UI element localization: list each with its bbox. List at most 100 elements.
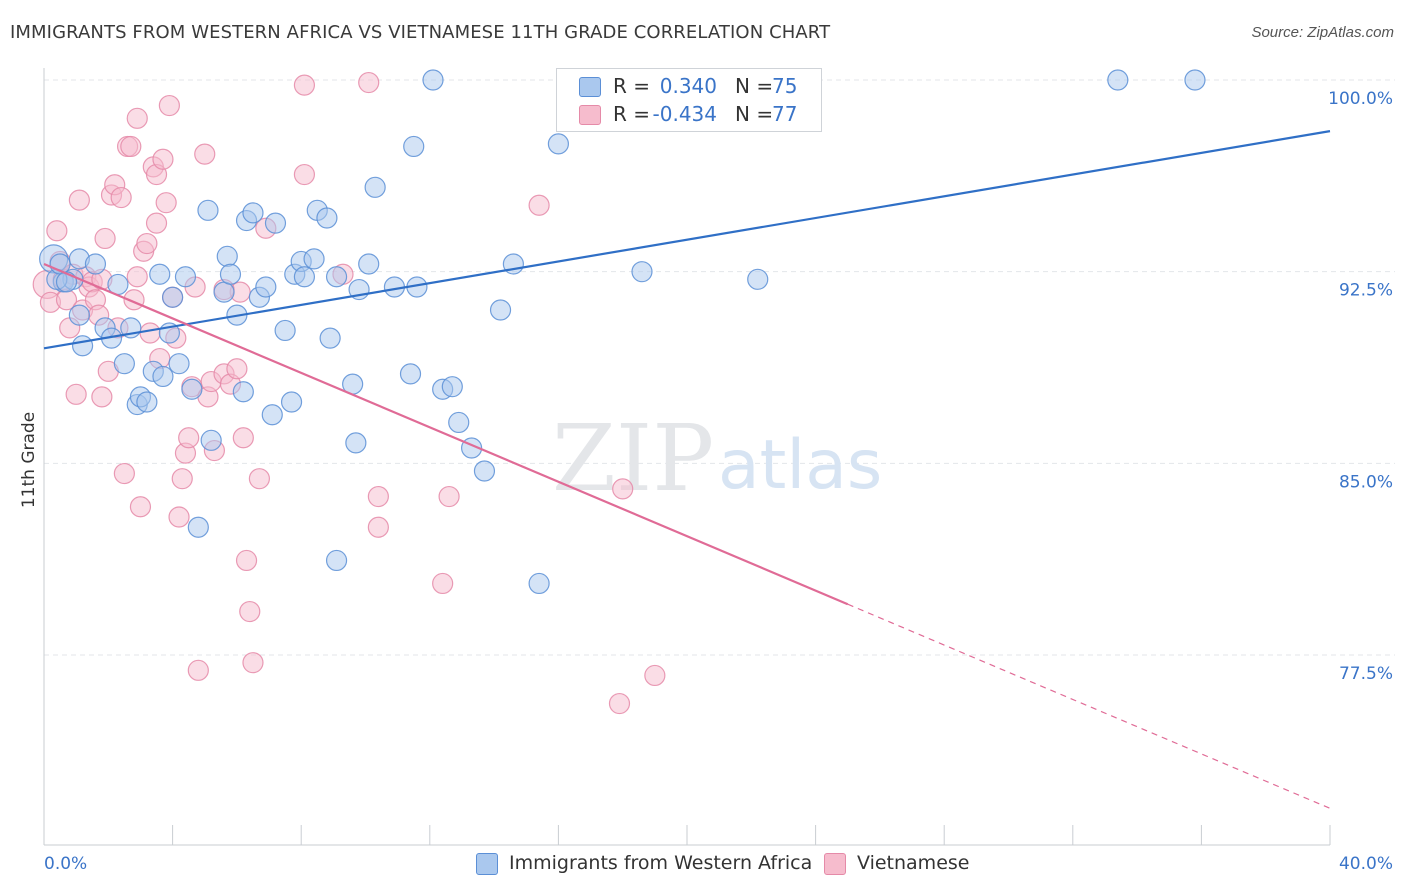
data-point: [216, 245, 238, 267]
data-point: [162, 286, 184, 308]
data-point: [367, 516, 389, 538]
data-point: [181, 378, 203, 400]
data-point: [1107, 69, 1129, 91]
data-point: [358, 253, 380, 275]
data-point: [232, 381, 254, 403]
data-point: [158, 94, 180, 117]
data-point: [232, 427, 254, 449]
data-point: [325, 549, 348, 572]
data-point: [136, 232, 158, 255]
data-point: [168, 506, 190, 528]
watermark-zip: ZIP: [552, 405, 714, 512]
data-point: [399, 363, 422, 385]
source-label: Source: ZipAtlas.com: [1251, 24, 1394, 41]
data-point: [403, 135, 425, 158]
series-swatch-blue: [476, 853, 498, 875]
data-point: [239, 600, 261, 623]
legend-n-value: 75: [772, 74, 798, 98]
data-point: [319, 327, 341, 349]
data-point: [126, 107, 148, 129]
data-point: [473, 460, 496, 482]
data-point: [113, 462, 135, 485]
data-point: [152, 148, 174, 170]
series-label-western-africa: Immigrants from Western Africa: [509, 852, 813, 874]
data-point: [438, 485, 460, 508]
legend-r-value: 0.340: [659, 74, 717, 98]
data-point: [303, 248, 325, 270]
data-point: [149, 263, 171, 285]
data-point: [316, 207, 338, 229]
chart-title: IMMIGRANTS FROM WESTERN AFRICA VS VIETNA…: [10, 22, 831, 43]
data-point: [65, 383, 87, 405]
data-point: [345, 432, 367, 454]
correlation-legend: R = 0.340 N = 75 R = -0.434 N = 77: [556, 68, 822, 132]
data-point: [255, 276, 277, 298]
y-tick-label: 100.0%: [1328, 89, 1393, 109]
data-point: [91, 386, 113, 408]
data-point: [126, 266, 148, 288]
data-point: [358, 71, 380, 94]
data-point: [200, 429, 222, 451]
data-point: [367, 485, 389, 508]
data-point: [364, 176, 386, 198]
watermark: ZIP atlas: [552, 405, 882, 512]
data-point: [274, 319, 296, 342]
data-point: [174, 266, 197, 288]
data-point: [113, 353, 135, 375]
data-point: [178, 427, 200, 449]
trend-line-vietnamese: [43, 262, 849, 606]
legend-swatch-blue: [579, 77, 601, 97]
data-point: [197, 199, 219, 221]
data-point: [644, 664, 666, 687]
data-point: [631, 261, 653, 283]
data-point: [55, 271, 78, 293]
data-point: [293, 266, 316, 288]
series-label-vietnamese: Vietnamese: [857, 852, 970, 874]
data-point: [612, 478, 634, 500]
data-point: [293, 74, 316, 96]
data-point: [145, 212, 168, 234]
y-tick-label: 85.0%: [1339, 472, 1393, 492]
data-point: [139, 322, 161, 344]
trend-lines: [43, 130, 1331, 809]
data-point: [110, 186, 132, 209]
data-point: [528, 194, 550, 216]
legend-r-label: R =: [613, 74, 651, 98]
axes: [43, 68, 1331, 846]
data-point: [46, 220, 68, 242]
data-point: [213, 281, 235, 303]
data-point: [441, 376, 463, 398]
data-point: [136, 391, 158, 413]
data-point: [219, 263, 242, 285]
y-tick-label: 77.5%: [1339, 664, 1393, 684]
data-point: [187, 659, 209, 681]
legend-row-western-africa: R = 0.340 N = 75: [557, 72, 821, 100]
data-point: [68, 189, 90, 211]
legend-row-vietnamese: R = -0.434 N = 77: [557, 100, 821, 128]
trend-line-western-africa: [43, 130, 1331, 350]
legend-r-value: -0.434: [652, 102, 717, 126]
data-point: [152, 365, 174, 388]
data-point: [226, 358, 248, 380]
legend-n-label: N =: [735, 102, 774, 126]
data-point: [187, 516, 209, 538]
tick-labels: 77.5% 85.0% 92.5% 100.0% 0.0% 40.0%: [44, 89, 1393, 874]
trend-line-vietnamese-extrapolated: [847, 603, 1331, 809]
data-point: [293, 163, 316, 186]
data-point: [68, 304, 90, 326]
data-point: [1184, 69, 1206, 91]
data-point: [448, 411, 470, 434]
data-point: [71, 335, 94, 357]
data-point: [84, 253, 107, 275]
x-tick-label-min: 0.0%: [44, 854, 87, 874]
data-point: [325, 266, 348, 288]
data-point: [608, 692, 631, 715]
data-point: [248, 468, 271, 490]
data-point: [747, 268, 769, 290]
legend-n-label: N =: [735, 74, 774, 98]
data-point: [155, 192, 177, 214]
y-axis-label: 11th Grade: [19, 412, 39, 508]
data-point: [242, 202, 264, 224]
data-point: [120, 135, 142, 158]
